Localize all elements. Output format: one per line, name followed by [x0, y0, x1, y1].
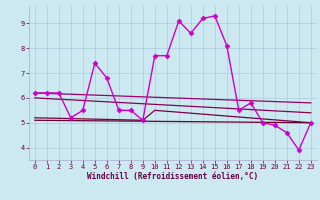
X-axis label: Windchill (Refroidissement éolien,°C): Windchill (Refroidissement éolien,°C)	[87, 172, 258, 181]
